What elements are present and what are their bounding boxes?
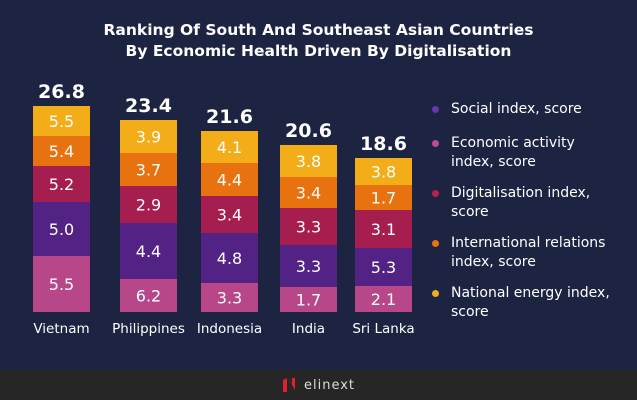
segment-label: 3.4	[217, 206, 242, 225]
legend-item: Digitalisation index, score	[432, 184, 632, 222]
segment-label: 3.8	[371, 163, 396, 182]
segment-label: 5.5	[49, 112, 74, 131]
legend-dot-icon	[432, 140, 439, 147]
bar-segment	[280, 287, 337, 312]
total-label: 20.6	[285, 120, 332, 142]
segment-label: 3.3	[296, 218, 321, 237]
segment-label: 3.1	[371, 220, 396, 239]
bar-segment	[355, 286, 412, 312]
bar-segment	[355, 158, 412, 185]
legend-item: Social index, score	[432, 100, 632, 119]
segment-label: 3.3	[296, 257, 321, 276]
segment-label: 1.7	[296, 291, 321, 310]
segment-label: 4.4	[136, 242, 161, 261]
segment-label: 3.3	[217, 289, 242, 308]
footer: elinext	[0, 370, 637, 400]
legend-item: International relations index, score	[432, 234, 632, 272]
category-label: Indonesia	[197, 321, 262, 337]
bar-segment	[355, 185, 412, 210]
bar-segment	[33, 106, 90, 136]
bar-segment	[33, 166, 90, 202]
segment-label: 1.7	[371, 189, 396, 208]
bar-segment	[201, 163, 258, 196]
bar-segment	[120, 153, 177, 186]
segment-label: 3.7	[136, 161, 161, 180]
title-line-1: Ranking Of South And Southeast Asian Cou…	[103, 21, 534, 39]
segment-label: 5.3	[371, 258, 396, 277]
bar-segment	[120, 279, 177, 312]
bar-segment	[280, 145, 337, 177]
bar-segment	[355, 210, 412, 248]
total-label: 23.4	[125, 95, 172, 117]
segment-label: 4.4	[217, 171, 242, 190]
legend-label: National energy index, score	[451, 285, 610, 320]
bar-segment	[33, 256, 90, 312]
category-label: Vietnam	[33, 321, 89, 337]
legend-label: Digitalisation index, score	[451, 185, 591, 220]
segment-label: 2.9	[136, 196, 161, 215]
segment-label: 3.4	[296, 184, 321, 203]
bar-segment	[120, 120, 177, 153]
bar-segment	[201, 283, 258, 312]
segment-label: 6.2	[136, 287, 161, 306]
legend-item: National energy index, score	[432, 284, 632, 322]
segment-label: 5.4	[49, 142, 74, 161]
bar-segment	[33, 136, 90, 166]
total-label: 18.6	[360, 133, 407, 155]
bar-segment	[201, 233, 258, 283]
category-label: Philippines	[112, 321, 185, 337]
legend-dot-icon	[432, 106, 439, 113]
logo-text: elinext	[303, 377, 356, 393]
legend-dot-icon	[432, 240, 439, 247]
bar-segment	[33, 202, 90, 256]
total-label: 26.8	[38, 81, 85, 103]
bar-segment	[120, 186, 177, 223]
bar-segment	[280, 177, 337, 208]
elinext-logo-icon	[282, 378, 295, 392]
segment-label: 5.0	[49, 220, 74, 239]
bar-segment	[355, 248, 412, 286]
bar-segment	[201, 131, 258, 163]
total-label: 21.6	[206, 106, 253, 128]
title-line-2: By Economic Health Driven By Digitalisat…	[125, 42, 512, 60]
segment-label: 4.1	[217, 138, 242, 157]
segment-label: 5.5	[49, 275, 74, 294]
bar-segment	[280, 245, 337, 287]
stacked-bar-chart: 5.5 5.0 5.2 5.4 5.5 26.8 Vietnam 6.2 4.4 2.9 3.7 3.…	[33, 81, 415, 337]
segment-label: 3.9	[136, 128, 161, 147]
legend-dot-icon	[432, 290, 439, 297]
segment-label: 2.1	[371, 290, 396, 309]
legend-dot-icon	[432, 190, 439, 197]
legend-label: Economic activity index, score	[451, 135, 575, 170]
chart-title: Ranking Of South And Southeast Asian Cou…	[0, 20, 637, 62]
legend-item: Economic activity index, score	[432, 134, 632, 172]
category-label: India	[292, 321, 325, 337]
legend-label: International relations index, score	[451, 235, 606, 270]
segment-label: 4.8	[217, 249, 242, 268]
legend-label: Social index, score	[451, 101, 582, 117]
bar-segment	[201, 196, 258, 233]
bar-segment	[280, 208, 337, 245]
segment-label: 3.8	[296, 152, 321, 171]
category-label: Sri Lanka	[352, 321, 414, 337]
bar-segment	[120, 223, 177, 279]
segment-label: 5.2	[49, 175, 74, 194]
